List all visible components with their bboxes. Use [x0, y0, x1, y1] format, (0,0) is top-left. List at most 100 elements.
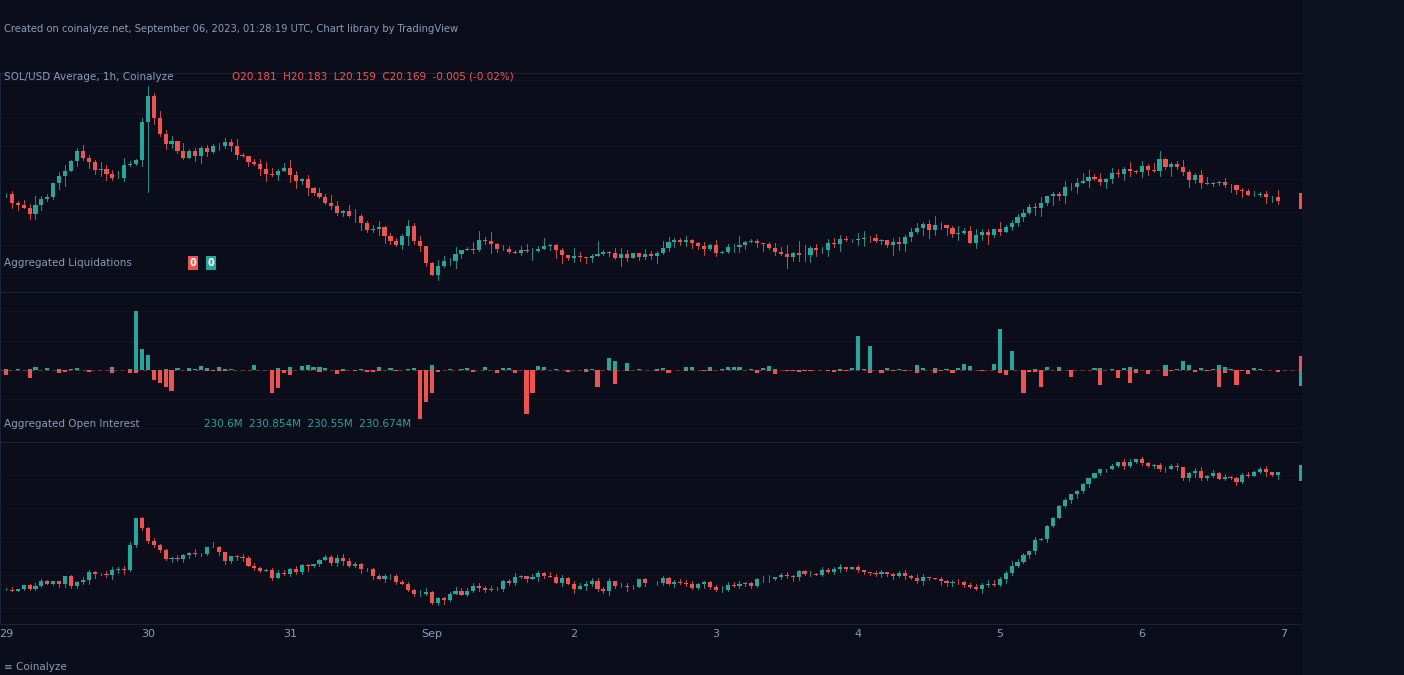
Bar	[945, 581, 949, 583]
Bar	[571, 584, 576, 589]
Bar	[74, 369, 79, 370]
Bar	[649, 254, 653, 256]
Bar	[1193, 175, 1198, 180]
Bar	[270, 173, 274, 176]
Bar	[507, 580, 511, 583]
Bar	[660, 369, 664, 370]
Bar	[223, 552, 227, 562]
Bar	[536, 367, 541, 370]
Bar	[998, 579, 1002, 585]
Bar	[21, 205, 25, 208]
Bar	[702, 246, 706, 249]
Bar	[306, 180, 310, 188]
Bar	[152, 541, 156, 545]
Bar	[442, 598, 445, 601]
Bar	[1269, 472, 1273, 475]
Bar	[595, 581, 600, 589]
Bar	[1068, 494, 1073, 500]
Bar	[1199, 369, 1203, 370]
Bar	[418, 370, 423, 418]
Bar	[371, 370, 375, 372]
Bar	[879, 572, 883, 574]
Bar	[176, 558, 180, 560]
Bar	[908, 576, 913, 578]
Bar	[128, 163, 132, 165]
Bar	[39, 581, 44, 586]
Bar	[915, 228, 920, 232]
Bar	[170, 141, 174, 144]
Bar	[614, 361, 618, 370]
Bar	[868, 370, 872, 373]
Bar	[886, 572, 890, 574]
Bar	[932, 368, 936, 370]
Bar	[1021, 213, 1025, 217]
Bar	[702, 583, 706, 584]
Bar	[1205, 183, 1209, 184]
Bar	[146, 528, 150, 541]
Bar	[915, 370, 920, 373]
Bar	[1004, 370, 1008, 375]
Text: 0: 0	[1302, 359, 1309, 369]
Bar	[614, 252, 618, 259]
Bar	[1217, 365, 1220, 370]
Bar	[4, 370, 8, 375]
Bar	[1170, 466, 1174, 468]
Bar	[501, 580, 505, 589]
Bar	[720, 369, 724, 370]
Bar	[873, 238, 878, 241]
Bar	[750, 583, 754, 586]
Bar	[1092, 178, 1097, 179]
Bar	[1175, 369, 1179, 370]
Bar	[81, 580, 84, 582]
Bar	[1175, 466, 1179, 467]
Bar	[1134, 459, 1137, 462]
Bar	[897, 369, 901, 370]
Bar	[1098, 370, 1102, 385]
Bar	[673, 582, 677, 584]
Bar	[1199, 175, 1203, 183]
Bar	[1151, 169, 1155, 171]
Bar	[684, 583, 688, 584]
Bar	[240, 557, 244, 558]
Bar	[187, 370, 191, 371]
Bar	[1164, 370, 1168, 376]
Bar	[525, 370, 528, 414]
Bar	[908, 232, 913, 237]
Bar	[128, 369, 132, 370]
Bar	[969, 366, 973, 370]
Bar	[566, 578, 570, 584]
Bar	[614, 370, 618, 384]
Bar	[28, 585, 32, 589]
Bar	[862, 238, 866, 239]
Bar	[430, 591, 434, 603]
Bar	[555, 245, 559, 250]
Bar	[1127, 169, 1132, 171]
Bar	[1081, 485, 1085, 491]
Bar	[133, 370, 138, 373]
Bar	[45, 581, 49, 584]
Bar	[750, 241, 754, 242]
Bar	[424, 246, 428, 263]
Bar	[317, 370, 322, 373]
Bar	[691, 584, 694, 588]
Bar	[531, 370, 535, 393]
Text: 0: 0	[1302, 374, 1309, 384]
Bar	[560, 578, 564, 583]
Bar	[288, 367, 292, 370]
Bar	[726, 585, 730, 591]
Bar	[938, 370, 942, 371]
Bar	[74, 151, 79, 161]
Bar	[654, 370, 658, 371]
Bar	[743, 583, 747, 585]
Bar	[489, 241, 493, 244]
Bar	[234, 146, 239, 155]
Bar	[299, 180, 303, 182]
Bar	[10, 194, 14, 203]
Bar	[708, 583, 712, 587]
Bar	[418, 241, 423, 246]
Bar	[980, 232, 984, 236]
Bar	[856, 239, 859, 240]
Bar	[1045, 196, 1049, 202]
Bar	[1122, 462, 1126, 466]
Bar	[542, 367, 546, 370]
